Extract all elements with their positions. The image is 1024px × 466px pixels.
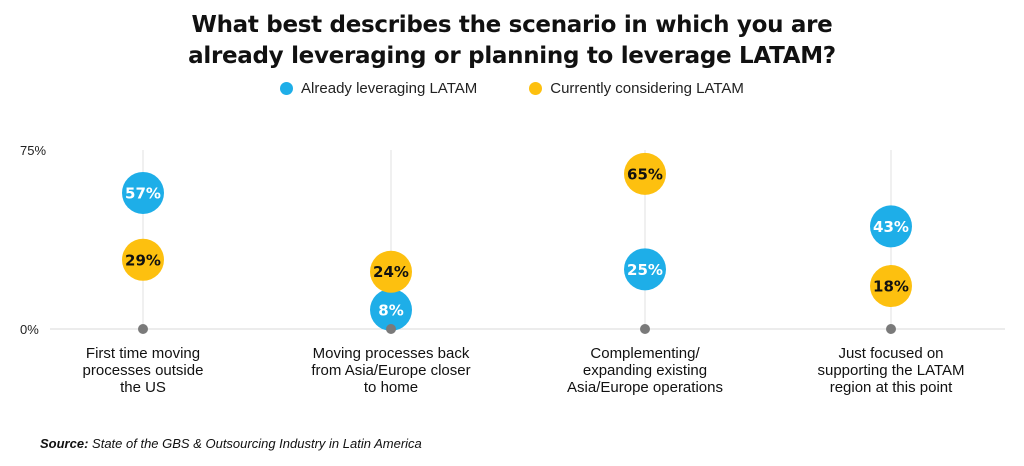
data-label-s1-c0: 29%	[125, 251, 161, 269]
data-label-s0-c1: 8%	[378, 301, 403, 319]
point-s1-c0	[122, 238, 164, 281]
point-s1-c3	[870, 265, 912, 308]
source-label: Source:	[40, 436, 89, 451]
category-label-0-line-2: the US	[120, 379, 166, 396]
category-label-0-line-1: processes outside	[83, 362, 204, 379]
source-text: State of the GBS & Outsourcing Industry …	[92, 436, 422, 451]
chart-title-line-1: What best describes the scenario in whic…	[191, 12, 833, 38]
point-s0-c0	[122, 171, 164, 214]
category-dot-3	[886, 324, 896, 334]
point-s1-c1	[370, 250, 412, 293]
category-label-0-line-0: First time moving	[86, 345, 200, 362]
category-label-2-line-2: Asia/Europe operations	[567, 379, 723, 396]
legend: Already leveraging LATAM Currently consi…	[0, 80, 1024, 97]
point-s0-c3	[870, 205, 912, 248]
category-label-1-line-2: to home	[364, 379, 418, 396]
legend-label-considering: Currently considering LATAM	[550, 80, 744, 97]
category-label-3-line-2: region at this point	[830, 379, 953, 396]
point-s0-c1	[370, 288, 412, 331]
y-tick-label-0: 75%	[20, 143, 46, 158]
point-s0-c2	[624, 248, 666, 291]
category-dot-0	[138, 324, 148, 334]
chart-title-line-2: already leveraging or planning to levera…	[188, 43, 836, 69]
data-label-s0-c2: 25%	[627, 261, 663, 279]
data-label-s1-c3: 18%	[873, 278, 909, 296]
category-label-3-line-1: supporting the LATAM	[817, 362, 964, 379]
legend-item-considering: Currently considering LATAM	[529, 80, 744, 97]
category-label-2-line-0: Complementing/	[590, 345, 700, 362]
data-label-s1-c2: 65%	[627, 165, 663, 183]
legend-item-already: Already leveraging LATAM	[280, 80, 477, 97]
legend-swatch-already	[280, 82, 294, 95]
chart-title: What best describes the scenario in whic…	[0, 10, 1024, 72]
data-label-s1-c1: 24%	[373, 263, 409, 281]
category-label-1-line-0: Moving processes back	[313, 345, 470, 362]
category-label-1-line-1: from Asia/Europe closer	[311, 362, 470, 379]
data-label-s0-c0: 57%	[125, 184, 161, 202]
source-note: Source: State of the GBS & Outsourcing I…	[40, 436, 422, 451]
point-s1-c2	[624, 152, 666, 195]
y-tick-label-1: 0%	[20, 322, 39, 337]
legend-swatch-considering	[529, 82, 543, 95]
category-label-2-line-1: expanding existing	[583, 362, 707, 379]
legend-label-already: Already leveraging LATAM	[301, 80, 478, 97]
category-dot-1	[386, 324, 396, 334]
category-dot-2	[640, 324, 650, 334]
data-label-s0-c3: 43%	[873, 218, 909, 236]
category-label-3-line-0: Just focused on	[838, 345, 943, 362]
